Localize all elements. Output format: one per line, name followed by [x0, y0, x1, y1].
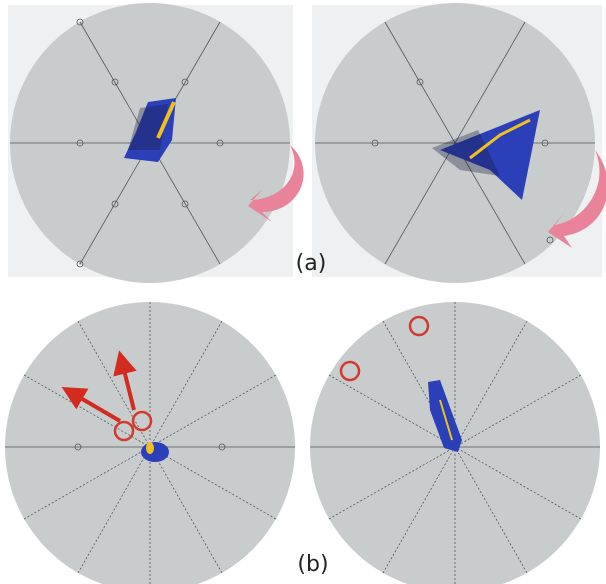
panel-b-left [5, 302, 295, 584]
figure: (a) (b) [0, 0, 606, 584]
label-a: (a) [296, 251, 327, 276]
shape [141, 442, 169, 462]
panel-a-right [312, 3, 606, 283]
panel-a-left [8, 3, 304, 283]
shape [146, 442, 154, 454]
label-b: (b) [297, 552, 328, 577]
panel-b-right [310, 302, 600, 584]
